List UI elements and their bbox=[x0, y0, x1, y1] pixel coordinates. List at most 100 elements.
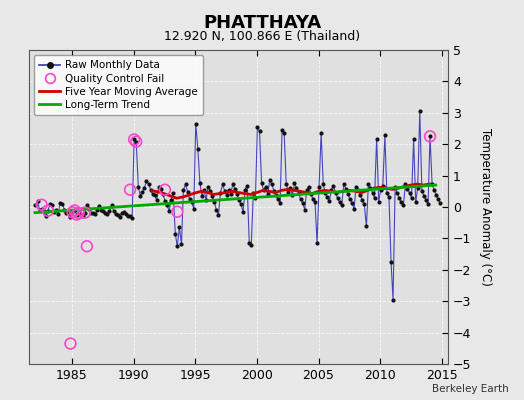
Point bbox=[420, 193, 428, 199]
Point bbox=[430, 186, 439, 193]
Point bbox=[428, 181, 436, 188]
Point bbox=[416, 108, 424, 114]
Point bbox=[140, 184, 149, 191]
Point bbox=[128, 215, 136, 221]
Point bbox=[126, 186, 134, 193]
Point bbox=[206, 188, 214, 194]
Point bbox=[411, 199, 420, 206]
Point bbox=[313, 240, 321, 246]
Point bbox=[159, 191, 167, 197]
Point bbox=[188, 199, 196, 206]
Point bbox=[107, 202, 116, 209]
Point bbox=[56, 200, 64, 206]
Point bbox=[317, 130, 325, 136]
Point bbox=[278, 127, 286, 133]
Point bbox=[311, 199, 319, 206]
Point bbox=[270, 188, 278, 194]
Point bbox=[272, 192, 280, 198]
Y-axis label: Temperature Anomaly (°C): Temperature Anomaly (°C) bbox=[479, 128, 492, 286]
Point bbox=[130, 136, 138, 143]
Point bbox=[436, 200, 444, 206]
Point bbox=[43, 208, 52, 214]
Point bbox=[41, 213, 50, 219]
Point bbox=[83, 243, 91, 250]
Point bbox=[307, 191, 315, 197]
Point bbox=[373, 135, 381, 142]
Point bbox=[409, 136, 418, 143]
Point bbox=[179, 186, 188, 193]
Point bbox=[385, 194, 393, 200]
Point bbox=[52, 207, 60, 213]
Point bbox=[276, 200, 285, 206]
Point bbox=[89, 210, 97, 216]
Point bbox=[62, 210, 71, 216]
Point bbox=[194, 146, 202, 152]
Point bbox=[105, 208, 114, 214]
Point bbox=[424, 201, 432, 208]
Point bbox=[337, 202, 346, 209]
Point bbox=[231, 186, 239, 192]
Point bbox=[434, 196, 442, 202]
Point bbox=[290, 180, 299, 187]
Point bbox=[426, 133, 434, 140]
Point bbox=[196, 180, 204, 187]
Point bbox=[190, 205, 198, 212]
Point bbox=[171, 230, 180, 237]
Point bbox=[116, 214, 124, 220]
Point bbox=[48, 202, 56, 209]
Point bbox=[54, 211, 62, 217]
Point bbox=[335, 199, 344, 206]
Point bbox=[183, 189, 192, 195]
Point bbox=[210, 199, 219, 206]
Point bbox=[34, 198, 42, 204]
Point bbox=[274, 196, 282, 202]
Point bbox=[422, 197, 430, 203]
Point bbox=[358, 197, 366, 203]
Point bbox=[91, 211, 100, 217]
Text: Berkeley Earth: Berkeley Earth bbox=[432, 384, 508, 394]
Point bbox=[138, 189, 147, 195]
Point bbox=[309, 196, 317, 202]
Point bbox=[375, 199, 383, 206]
Point bbox=[200, 186, 208, 193]
Point bbox=[175, 224, 183, 231]
Point bbox=[319, 181, 328, 188]
Point bbox=[110, 208, 118, 214]
Point bbox=[418, 188, 426, 194]
Point bbox=[198, 193, 206, 199]
Point bbox=[247, 242, 255, 248]
Point bbox=[315, 183, 323, 190]
Point bbox=[253, 124, 261, 130]
Point bbox=[259, 186, 268, 193]
Point bbox=[36, 207, 44, 214]
Point bbox=[157, 186, 165, 192]
Point bbox=[235, 197, 243, 203]
Point bbox=[46, 201, 54, 208]
Point bbox=[68, 209, 77, 216]
Text: 12.920 N, 100.866 E (Thailand): 12.920 N, 100.866 E (Thailand) bbox=[164, 30, 360, 43]
Point bbox=[132, 138, 140, 145]
Point bbox=[101, 210, 110, 216]
Point bbox=[83, 202, 91, 208]
Point bbox=[77, 212, 85, 218]
Point bbox=[152, 197, 161, 204]
Point bbox=[344, 191, 352, 197]
Point bbox=[93, 207, 101, 213]
Point bbox=[192, 120, 200, 127]
Point bbox=[204, 183, 212, 190]
Point bbox=[224, 186, 233, 193]
Point bbox=[397, 199, 406, 206]
Point bbox=[257, 180, 266, 187]
Point bbox=[177, 241, 185, 247]
Point bbox=[124, 212, 132, 219]
Point bbox=[181, 181, 190, 188]
Point bbox=[39, 208, 48, 214]
Point bbox=[237, 201, 245, 208]
Point bbox=[103, 211, 112, 218]
Point bbox=[74, 210, 83, 216]
Point bbox=[356, 192, 364, 198]
Point bbox=[370, 195, 379, 202]
Point bbox=[391, 183, 399, 190]
Point bbox=[364, 181, 373, 188]
Point bbox=[228, 181, 237, 188]
